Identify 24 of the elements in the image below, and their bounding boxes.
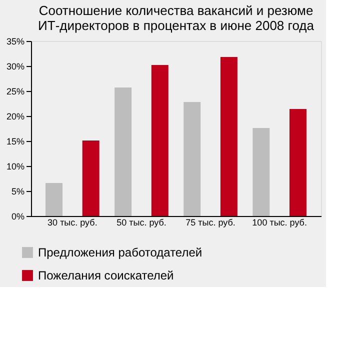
y-tick-label: 15% — [6, 136, 24, 146]
x-tick-label: 75 тыс. руб. — [186, 218, 236, 228]
bar — [82, 140, 100, 216]
text: Соотношение количества вакансий и резюме — [38, 3, 314, 18]
x-tick-label: 30 тыс. руб. — [48, 218, 98, 228]
y-tick-label: 30% — [6, 62, 24, 72]
bar — [220, 57, 238, 216]
x-tick-label: 100 тыс. руб. — [252, 218, 307, 228]
bar — [46, 183, 63, 216]
y-tick-label: 20% — [6, 112, 24, 122]
y-tick-label: 25% — [6, 86, 24, 96]
x-tick-label: 50 тыс. руб. — [116, 218, 166, 228]
bar — [289, 109, 306, 216]
bar — [184, 102, 201, 216]
y-tick-label: 0% — [11, 212, 24, 222]
bar — [114, 88, 132, 216]
y-tick-label: 5% — [11, 186, 24, 196]
text: ИТ-директоров в процентах в июне 2008 года — [38, 18, 314, 33]
legend-label: Пожелания соискателей — [38, 268, 174, 282]
y-tick-label: 10% — [6, 162, 24, 172]
bar — [252, 128, 270, 216]
bar — [151, 65, 168, 216]
legend-label: Предложения работодателей — [38, 246, 202, 260]
y-tick-label: 35% — [6, 36, 24, 46]
